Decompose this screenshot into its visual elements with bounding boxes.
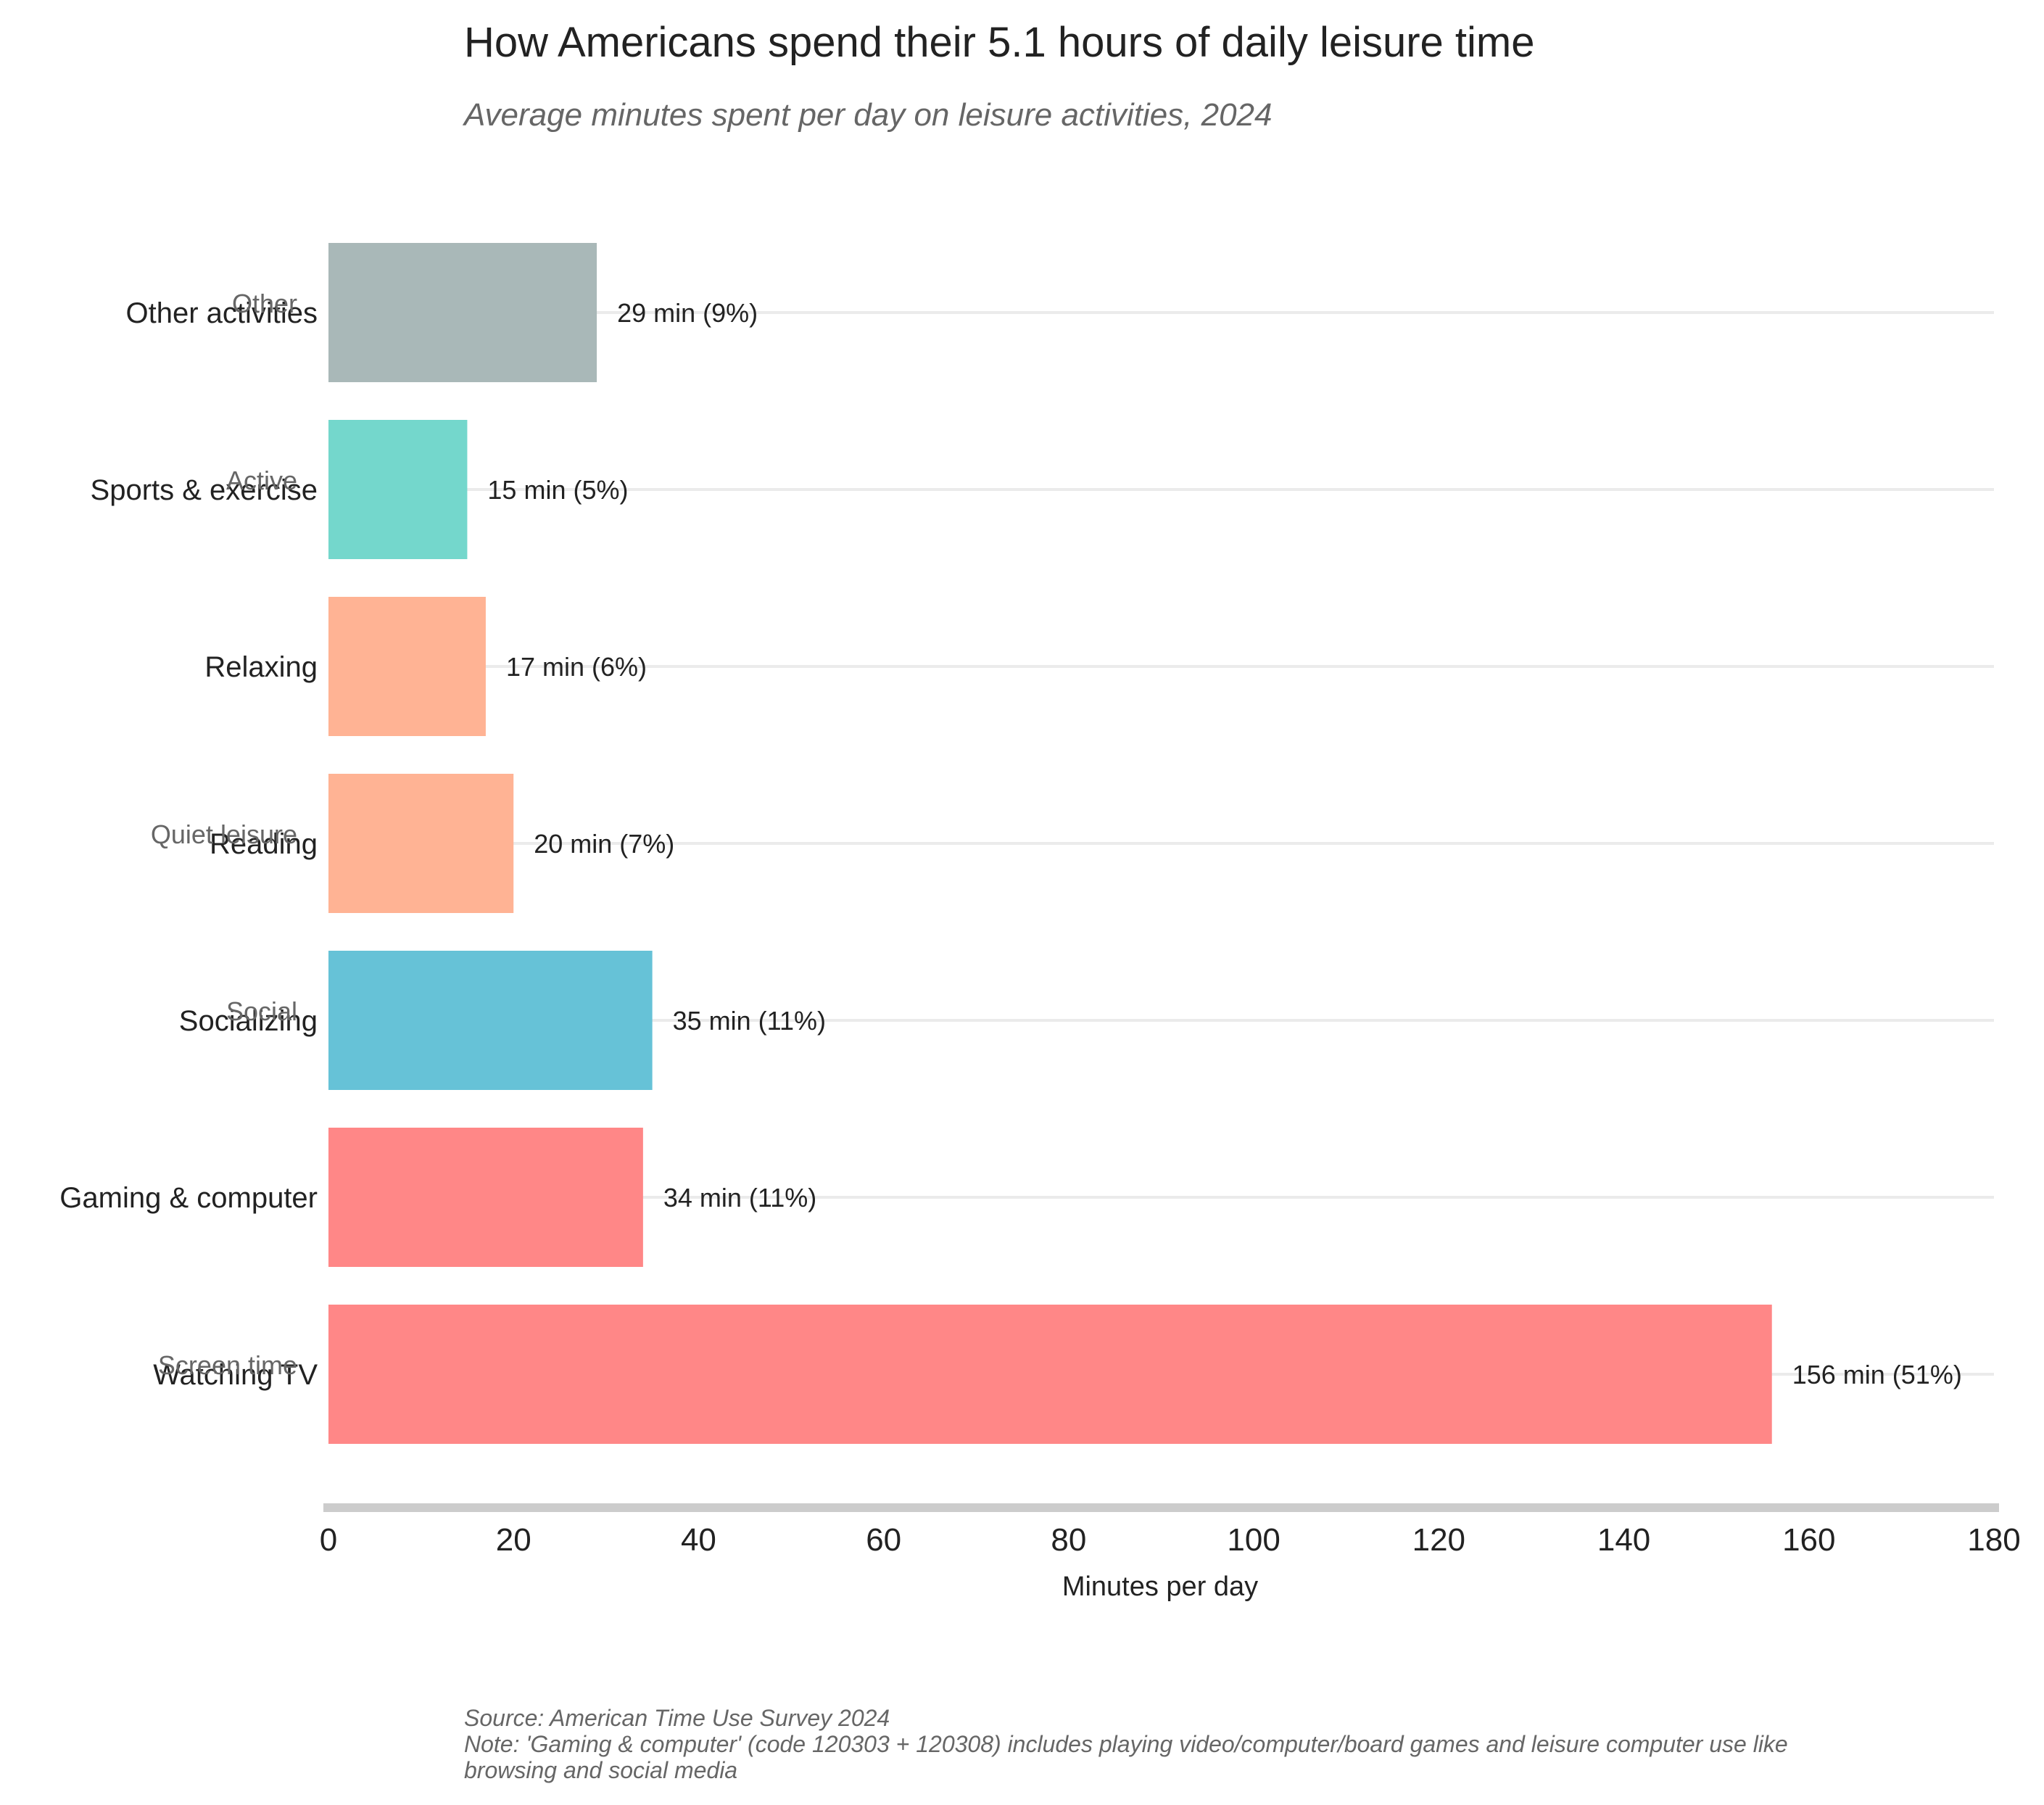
category-label-relaxing: Relaxing: [204, 651, 318, 683]
chart-title: How Americans spend their 5.1 hours of d…: [464, 19, 1534, 66]
x-axis: 0 20 40 60 80 100 120 140 160 180: [320, 1503, 2021, 1558]
value-label-reading: 20 min (7%): [534, 829, 674, 859]
bar-sports-exercise: [328, 420, 468, 559]
x-tick-label-20: 20: [496, 1522, 531, 1558]
footnote-line-1: Note: 'Gaming & computer' (code 120303 +…: [464, 1731, 1788, 1757]
x-tick-label-80: 80: [1051, 1522, 1086, 1558]
group-label-other: Other: [232, 289, 297, 318]
category-label-socializing: Socializing: [179, 1005, 318, 1037]
x-tick-label-180: 180: [1967, 1522, 2020, 1558]
value-label-sports-exercise: 15 min (5%): [487, 475, 628, 505]
x-tick-label-60: 60: [866, 1522, 901, 1558]
x-tick-label-140: 140: [1597, 1522, 1650, 1558]
x-axis-title: Minutes per day: [1062, 1571, 1258, 1602]
category-label-reading: Reading: [210, 828, 318, 860]
category-label-watching-tv: Watching TV: [153, 1359, 318, 1391]
value-label-relaxing: 17 min (6%): [506, 652, 647, 682]
value-label-other-activities: 29 min (9%): [617, 298, 758, 328]
x-tick-label-40: 40: [681, 1522, 716, 1558]
value-label-socializing: 35 min (11%): [673, 1006, 826, 1036]
category-label-gaming-computer: Gaming & computer: [59, 1182, 318, 1214]
x-tick-label-160: 160: [1782, 1522, 1835, 1558]
bar-other-activities: [328, 243, 597, 382]
labels: Watching TV 156 min (51%) Gaming & compute…: [59, 289, 1962, 1391]
group-label-screen-time: Screen time: [158, 1350, 297, 1380]
bars: [328, 243, 1772, 1444]
x-tick-label-120: 120: [1412, 1522, 1465, 1558]
bar-socializing: [328, 951, 653, 1090]
chart-subtitle: Average minutes spent per day on leisure…: [462, 97, 1273, 133]
bar-gaming-computer: [328, 1128, 643, 1267]
value-label-gaming-computer: 34 min (11%): [663, 1183, 816, 1213]
bar-reading: [328, 774, 514, 913]
group-label-quiet-leisure: Quiet leisure: [151, 819, 297, 849]
category-label-sports-exercise: Sports & exercise: [91, 474, 318, 506]
group-label-active: Active: [226, 466, 297, 495]
value-label-watching-tv: 156 min (51%): [1792, 1360, 1962, 1389]
bar-relaxing: [328, 597, 486, 736]
source-note: Source: American Time Use Survey 2024: [464, 1705, 890, 1731]
footnote-line-2: browsing and social media: [464, 1757, 737, 1783]
bar-watching-tv: [328, 1305, 1772, 1444]
group-label-social: Social: [226, 996, 297, 1026]
x-tick-label-0: 0: [320, 1522, 337, 1558]
x-tick-label-100: 100: [1227, 1522, 1280, 1558]
category-label-other-activities: Other activities: [125, 297, 318, 329]
